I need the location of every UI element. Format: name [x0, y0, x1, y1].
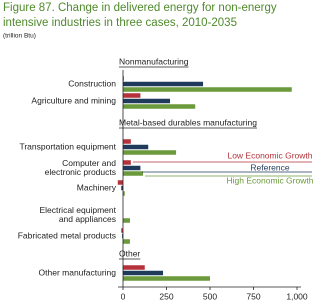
section-heading: Metal-based durables manufacturing — [119, 117, 257, 127]
bar — [123, 171, 144, 176]
category-label: Transportation equipment — [19, 141, 116, 151]
bar — [123, 191, 125, 196]
category-label: Electrical equipment — [39, 205, 116, 215]
x-tick-label: 500 — [203, 291, 217, 301]
section-heading: Other — [119, 248, 140, 258]
category-label: Machinery — [77, 182, 117, 192]
x-tick-label: 0 — [121, 291, 126, 301]
legend-label: High Economic Growth — [227, 175, 314, 185]
bar — [123, 81, 204, 87]
category-label: Fabricated metal products — [18, 230, 116, 240]
bar — [123, 276, 210, 281]
category-label: Other manufacturing — [39, 267, 117, 277]
bar — [123, 93, 141, 98]
bar — [123, 76, 124, 81]
bar — [123, 165, 141, 171]
chart-title: intensive industries in three cases, 201… — [3, 17, 237, 29]
legend-label: Low Economic Growth — [227, 150, 312, 160]
bar — [123, 160, 131, 165]
bar — [122, 233, 123, 239]
x-tick-label: 250 — [159, 291, 173, 301]
category-label: Construction — [68, 78, 116, 88]
chart-subtitle: (trillion Btu) — [3, 33, 36, 40]
bar — [123, 218, 130, 223]
bar — [121, 228, 123, 233]
category-label: electronic products — [45, 167, 116, 177]
bar — [117, 180, 123, 185]
bar — [123, 98, 170, 104]
bar — [123, 150, 177, 155]
category-label: Computer and — [62, 158, 116, 168]
x-tick-label: 1,000 — [286, 291, 308, 301]
section-heading: Nonmanufacturing — [119, 56, 189, 66]
bar — [123, 265, 145, 270]
bar — [123, 87, 292, 92]
bar — [123, 239, 130, 244]
bar — [121, 185, 123, 191]
x-tick-label: 750 — [246, 291, 260, 301]
bar — [123, 270, 164, 276]
category-label: and appliances — [59, 214, 116, 224]
bar — [123, 139, 131, 144]
category-label: Agriculture and mining — [31, 95, 116, 105]
bar — [123, 104, 196, 109]
chart-title: Figure 87. Change in delivered energy fo… — [3, 2, 277, 14]
legend-label: Reference — [250, 162, 289, 172]
bar — [123, 144, 149, 150]
